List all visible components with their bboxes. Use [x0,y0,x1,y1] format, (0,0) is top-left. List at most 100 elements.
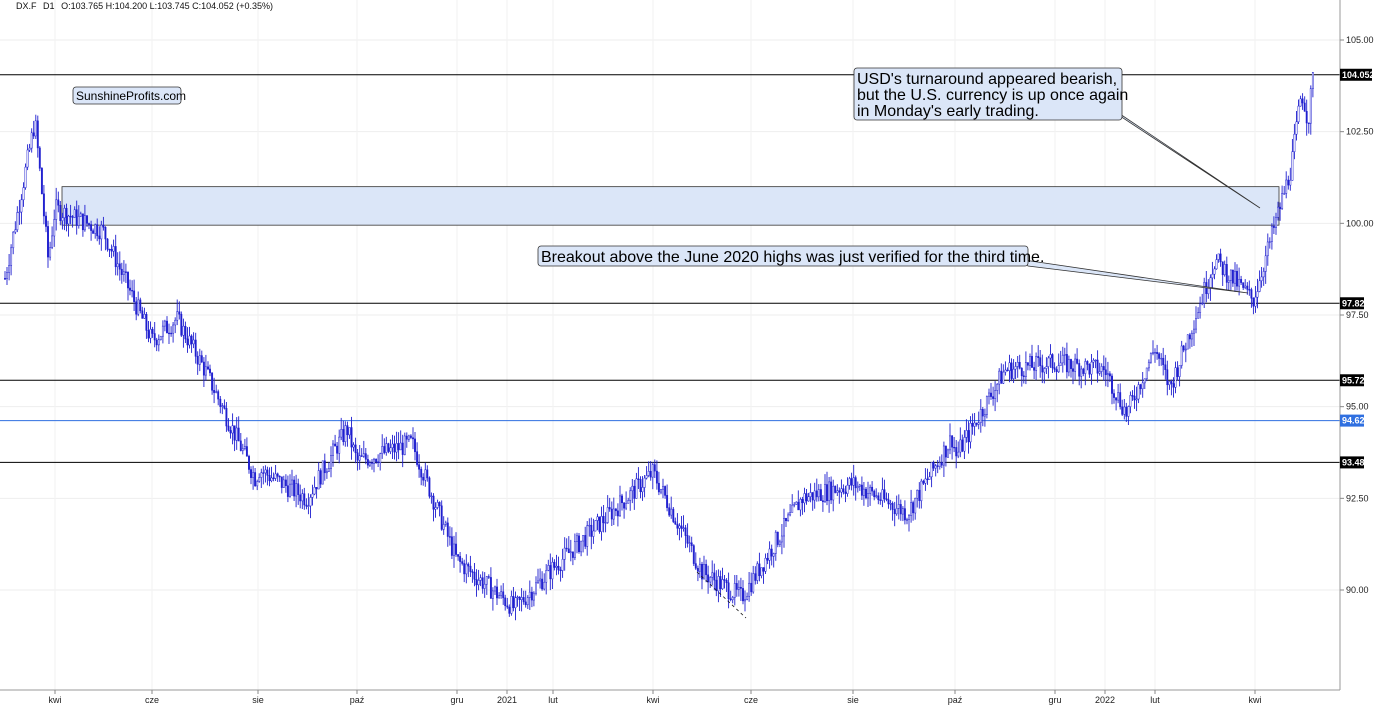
candle-body [1029,356,1031,366]
candle-body [235,427,238,441]
candle-body [606,507,609,523]
candle-body [557,565,560,571]
candle-body [1106,373,1109,376]
candle-body [86,215,88,224]
candle-body [1127,406,1130,417]
candle-body [463,563,466,575]
candle-body [1158,353,1161,359]
candle-body [1299,98,1302,107]
candle-body [239,440,242,451]
candle-body [264,469,267,474]
candle-body [791,504,794,513]
candle-body [1119,392,1122,408]
candle-body [1307,122,1310,124]
candle-body [803,493,806,504]
candle-body [391,443,394,448]
candle-body [438,502,441,507]
candle-body [155,339,158,346]
candle-body [24,166,27,188]
candle-body [346,425,349,436]
candle-body [981,409,984,417]
candle-body [1141,382,1144,390]
candle-body [432,495,435,510]
candle-body [57,199,60,206]
candle-body [772,553,775,557]
candle-body [860,484,863,496]
candle-body [313,487,316,495]
candle-body [1026,362,1029,366]
candle-body [336,445,339,454]
candle-body [1199,303,1202,313]
candle-body [327,468,330,472]
candle-body [110,249,113,252]
candle-body [543,581,546,590]
candle-body [321,460,324,485]
candle-body [1002,371,1005,384]
candle-body [918,489,921,501]
candle-body [59,204,62,221]
candle-body [985,395,988,415]
candle-body [34,120,37,137]
candle-body [1217,253,1220,260]
candle-body [688,542,691,544]
candle-body [1004,369,1007,373]
candle-body [992,396,995,399]
candle-body [768,548,771,561]
candle-body [762,567,765,572]
level-tag [1340,68,1372,81]
candle-body [211,372,214,391]
candle-body [342,429,345,442]
candle-body [202,361,205,376]
trendline [696,571,747,619]
candle-body [826,484,828,502]
x-tick-label: 2021 [497,695,517,705]
candle-body [623,502,626,509]
candle-body [159,336,162,340]
candle-body [1297,105,1300,123]
candle-body [1123,406,1126,415]
candle-body [932,462,935,469]
candle-body [996,383,999,391]
candle-body [522,597,525,603]
candle-body [496,586,498,599]
candle-body [1170,381,1173,384]
candle-body [926,478,929,480]
candle-body [1303,102,1306,112]
y-tick-label: 97.50 [1346,310,1369,320]
candle-body [590,524,593,537]
candle-body [893,509,896,515]
candle-body [1031,356,1033,368]
candle-body [387,443,390,452]
candle-body [891,503,894,510]
candle-body [446,522,449,537]
y-tick-label: 102.50 [1346,127,1374,137]
candle-body [719,576,722,590]
candle-body [664,486,667,496]
candle-body [955,447,958,457]
candle-body [270,477,273,482]
candle-body [373,458,375,464]
candle-body [1256,291,1259,298]
candle-body [828,481,831,502]
candle-body [299,494,302,502]
x-tick-label: sie [252,695,264,705]
candle-body [922,480,925,484]
candle-body [368,462,371,466]
candle-body [139,299,142,312]
candle-body [1149,352,1152,363]
candle-body [36,120,39,149]
candle-body [573,541,576,558]
candle-body [1020,367,1023,377]
annotation-1-line-2: but the U.S. currency is up once again [857,87,1128,104]
candle-body [112,246,115,252]
candle-body [512,596,515,609]
candle-body [20,199,23,213]
candle-body [758,563,761,577]
candle-body [877,495,880,501]
candle-body [467,563,470,567]
candle-body [248,456,250,470]
candle-body [1197,312,1200,319]
x-tick-label: cze [744,695,758,705]
candle-body [145,314,148,331]
candle-body [748,582,751,597]
